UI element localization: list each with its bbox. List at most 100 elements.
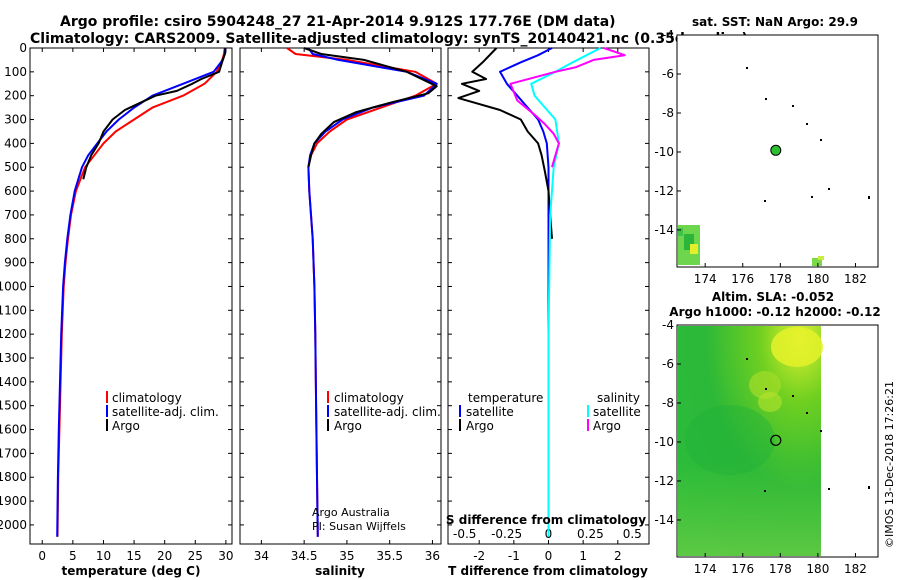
sst-pixel (818, 256, 824, 260)
difference-plot: -2 -1 0 1 2 -0.5 -0.25 0 0.25 0.5 T difference f… (446, 47, 650, 578)
sla-low-patch (685, 405, 775, 475)
depth-tick-label: 300 (4, 113, 27, 127)
top-tick-label: -0.5 (453, 527, 476, 541)
island-speck (792, 395, 794, 397)
lat-tick-label: -12 (654, 184, 674, 198)
legend-label-argo: Argo (112, 419, 140, 433)
difference-top-label: S difference from climatology (446, 513, 646, 527)
x-tick-label: 36 (425, 549, 440, 563)
island-speck (746, 67, 748, 69)
depth-tick-label: 1000 (0, 279, 27, 293)
depth-tick-label: 500 (4, 160, 27, 174)
lon-tick-label: 174 (694, 272, 717, 286)
island-speck (828, 188, 830, 190)
depth-tick-label: 1600 (0, 423, 27, 437)
x-tick-label: 25 (188, 549, 203, 563)
credit-line-1: Argo Australia (312, 506, 390, 519)
legend-label-satellite: satellite-adj. clim. (112, 405, 219, 419)
series-line-satellite-adj-clim- (307, 47, 438, 537)
lon-tick-label: 178 (769, 562, 792, 576)
sst-pixel (812, 258, 822, 266)
credit-line-2: PI: Susan Wijffels (312, 520, 406, 533)
lat-tick-label: -10 (654, 145, 674, 159)
lon-tick-label: 178 (769, 272, 792, 286)
lon-tick-label: 176 (731, 562, 754, 576)
sst-coverage-patch (678, 225, 824, 266)
x-tick-label: 35.5 (376, 549, 403, 563)
x-tick-label: 5 (69, 549, 77, 563)
temperature-legend: climatology satellite-adj. clim. Argo (106, 391, 219, 433)
depth-tick-label: 0 (19, 41, 27, 55)
temperature-plot-frame (29, 47, 233, 545)
depth-tick-label: 2000 (0, 518, 27, 532)
sla-high-patch (758, 392, 782, 412)
island-speck (806, 123, 808, 125)
sst-map-axes: 174 176 178 180 182 -4 -6 -8 -10 -12 -14 (654, 28, 867, 286)
island-speck (868, 486, 870, 489)
depth-tick-label: 1300 (0, 351, 27, 365)
island-speck (868, 196, 870, 199)
x-tick-label: -2 (473, 549, 485, 563)
sla-high-patch (749, 371, 781, 399)
difference-x-axis: -2 -1 0 1 2 (473, 48, 622, 563)
legend-title-salinity: salinity (597, 391, 640, 405)
lat-tick-label: -4 (662, 318, 674, 332)
depth-tick-label: 1400 (0, 375, 27, 389)
depth-tick-label: 1100 (0, 303, 27, 317)
salinity-difference-axis: -0.5 -0.25 0 0.25 0.5 (453, 527, 642, 541)
depth-tick-label: 400 (4, 136, 27, 150)
series-line-salinity-argo (509, 47, 626, 168)
temperature-plot: 0100200300400500600700800900100011001200… (0, 41, 234, 578)
legend-label-satellite: satellite-adj. clim. (334, 405, 441, 419)
x-tick-label: 34.5 (291, 549, 318, 563)
sla-field-lower (678, 460, 821, 556)
depth-tick-label: 900 (4, 256, 27, 270)
lat-tick-label: -12 (654, 474, 674, 488)
x-tick-label: 10 (96, 549, 111, 563)
sst-pixel (684, 234, 694, 250)
series-line-climatology (286, 47, 438, 537)
lon-tick-label: 180 (806, 272, 829, 286)
temperature-lines (56, 47, 227, 537)
island-speck (764, 200, 766, 202)
lat-tick-label: -14 (654, 513, 674, 527)
legend-label-climatology: climatology (112, 391, 182, 405)
depth-tick-label: 800 (4, 232, 27, 246)
x-tick-label: 1 (579, 549, 587, 563)
salinity-plot: 34 34.5 35 35.5 36 salinity climatology sate… (239, 47, 442, 578)
island-speck (764, 490, 766, 492)
island-speck (746, 358, 748, 360)
top-tick-label: 0.25 (577, 527, 604, 541)
title-line-2: Climatology: CARS2009. Satellite-adjuste… (30, 31, 748, 47)
imos-stamp: ©IMOS 13-Dec-2018 17:26:21 (883, 381, 896, 548)
lat-tick-label: -6 (662, 67, 674, 81)
depth-tick-label: 1500 (0, 399, 27, 413)
sst-map-title: sat. SST: NaN Argo: 29.9 (692, 15, 858, 29)
series-line-salinity-satellite (530, 47, 601, 537)
island-speck (765, 98, 767, 100)
island-speck (820, 430, 822, 432)
series-line-temperature-satellite (499, 47, 553, 537)
depth-tick-label: 700 (4, 208, 27, 222)
legend-title-temperature: temperature (468, 391, 543, 405)
lat-tick-label: -10 (654, 435, 674, 449)
island-speck (806, 412, 808, 414)
salinity-x-label: salinity (315, 564, 365, 578)
series-line-satellite-adj-clim- (56, 47, 227, 537)
top-tick-label: -0.25 (491, 527, 522, 541)
argo-float-marker (770, 434, 782, 446)
sla-island-specks (746, 358, 870, 492)
difference-lines (457, 47, 626, 537)
sst-map: sat. SST: NaN Argo: 29.9 174 176 178 180 182… (654, 15, 879, 286)
island-speck (811, 196, 813, 198)
legend-label-climatology: climatology (334, 391, 404, 405)
legend-label-temp-satellite: satellite (466, 405, 514, 419)
x-tick-label: 15 (126, 549, 141, 563)
island-speck (820, 139, 822, 141)
x-tick-label: 20 (157, 549, 172, 563)
depth-tick-label: 1200 (0, 327, 27, 341)
x-tick-label: 0 (38, 549, 46, 563)
depth-axis: 0 100 200 300 400 500 600 700 800 900 1000 1100 1200… (0, 41, 27, 532)
lat-tick-label: -14 (654, 223, 674, 237)
